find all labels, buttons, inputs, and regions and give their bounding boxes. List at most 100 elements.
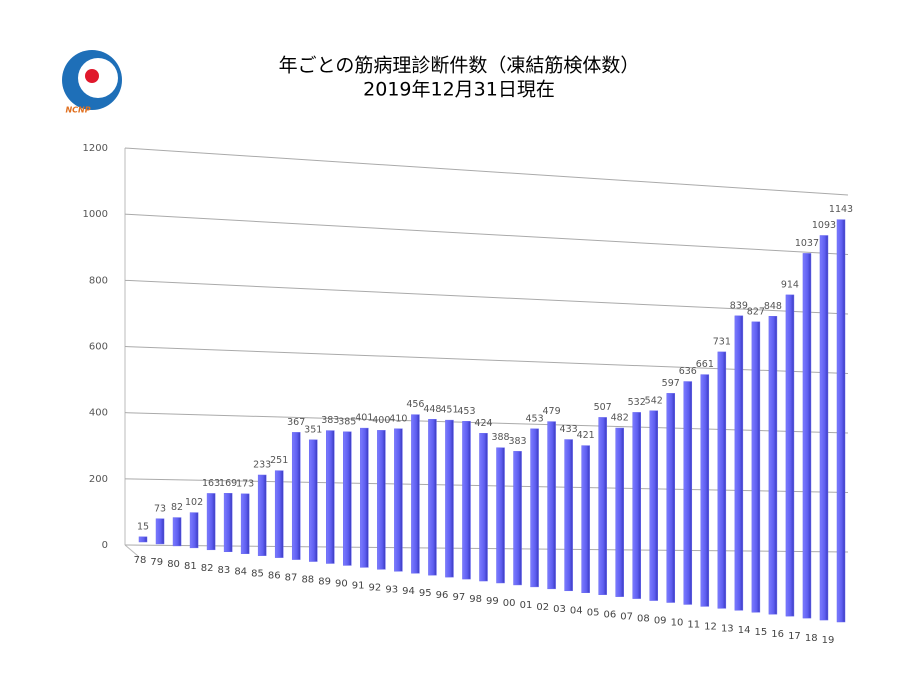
bar	[802, 253, 812, 619]
x-tick-label: 04	[570, 606, 583, 617]
bar	[172, 517, 182, 547]
bar	[257, 474, 267, 556]
bar	[223, 493, 233, 553]
value-label: 82	[171, 502, 183, 513]
bar	[394, 428, 403, 572]
x-tick-label: 81	[184, 561, 197, 572]
bar	[445, 419, 454, 578]
value-label: 385	[338, 416, 356, 427]
x-tick-label: 86	[268, 571, 281, 582]
bar	[308, 439, 318, 562]
value-label: 421	[577, 430, 595, 441]
x-tick-label: 87	[285, 573, 298, 584]
value-label: 383	[321, 415, 339, 426]
bar	[768, 316, 778, 615]
x-tick-label: 94	[402, 586, 415, 597]
x-tick-label: 97	[452, 592, 465, 603]
value-label: 661	[696, 359, 714, 370]
value-label: 233	[253, 459, 271, 470]
x-tick-label: 85	[251, 569, 264, 580]
bar	[530, 428, 539, 588]
value-label: 251	[270, 455, 288, 466]
value-label: 731	[713, 336, 731, 347]
x-tick-label: 15	[755, 627, 768, 638]
bar	[360, 427, 369, 568]
bar	[428, 419, 437, 576]
bar	[836, 219, 846, 623]
x-tick-label: 13	[721, 623, 734, 634]
grid-line	[124, 213, 849, 255]
value-label: 73	[154, 503, 166, 514]
x-tick-label: 99	[486, 596, 499, 607]
bar	[240, 493, 250, 554]
x-tick-label: 84	[234, 567, 247, 578]
x-tick-label: 11	[687, 619, 700, 630]
bar	[291, 432, 301, 560]
y-tick-label: 1000	[83, 209, 108, 220]
bar	[547, 421, 556, 590]
x-tick-label: 19	[822, 635, 835, 646]
x-tick-label: 90	[335, 578, 348, 589]
value-label: 636	[679, 366, 697, 377]
bar	[274, 470, 284, 558]
y-tick-label: 1200	[83, 143, 108, 154]
value-label: 542	[645, 395, 663, 406]
value-label: 914	[781, 279, 799, 290]
value-label: 482	[611, 413, 629, 424]
bar	[666, 393, 676, 603]
x-tick-label: 08	[637, 614, 650, 625]
chart-subtitle: 2019年12月31日現在	[363, 79, 555, 101]
value-label: 169	[219, 478, 237, 489]
grid-line	[124, 346, 849, 374]
x-tick-label: 06	[603, 610, 616, 621]
x-tick-label: 17	[788, 631, 801, 642]
bar	[598, 417, 607, 595]
y-tick-label: 600	[89, 342, 108, 353]
value-label: 433	[560, 424, 578, 435]
logo-dot	[85, 69, 99, 83]
x-tick-label: 01	[520, 600, 533, 611]
value-label: 410	[389, 413, 407, 424]
bar	[581, 445, 590, 593]
x-tick-label: 16	[771, 629, 784, 640]
bar	[700, 374, 710, 607]
x-tick-label: 14	[738, 625, 751, 636]
bar	[513, 451, 522, 586]
chart-title: 年ごとの筋病理診断件数（凍結筋検体数）	[279, 55, 640, 77]
value-label: 163	[202, 478, 220, 489]
x-tick-label: 98	[469, 594, 482, 605]
x-tick-label: 09	[654, 615, 667, 626]
bar	[819, 235, 829, 621]
grid-line	[124, 279, 849, 315]
bar	[564, 439, 573, 592]
value-label: 456	[406, 399, 424, 410]
value-label: 453	[525, 413, 543, 424]
value-label: 401	[355, 413, 373, 424]
bar	[155, 518, 165, 545]
value-label: 15	[137, 521, 149, 532]
value-label: 102	[185, 497, 203, 508]
bar	[751, 321, 761, 613]
value-label: 839	[730, 300, 748, 311]
y-tick-label: 200	[89, 474, 108, 485]
bar	[206, 493, 216, 551]
x-tick-label: 12	[704, 621, 717, 632]
value-label: 1037	[795, 238, 819, 249]
logo: NCNP	[62, 50, 122, 115]
x-tick-label: 96	[436, 590, 449, 601]
bar	[343, 431, 352, 566]
x-tick-label: 03	[553, 604, 566, 615]
bar	[717, 351, 727, 609]
bar	[496, 447, 505, 584]
x-tick-label: 02	[536, 602, 549, 613]
value-label: 597	[662, 378, 680, 389]
value-label: 367	[287, 417, 305, 428]
y-tick-label: 400	[89, 408, 108, 419]
x-tick-label: 93	[385, 584, 398, 595]
x-tick-label: 91	[352, 580, 365, 591]
grid-line	[124, 412, 849, 434]
value-label: 388	[491, 432, 509, 443]
bar	[632, 412, 641, 599]
value-label: 424	[474, 418, 492, 429]
x-tick-label: 78	[134, 555, 147, 566]
